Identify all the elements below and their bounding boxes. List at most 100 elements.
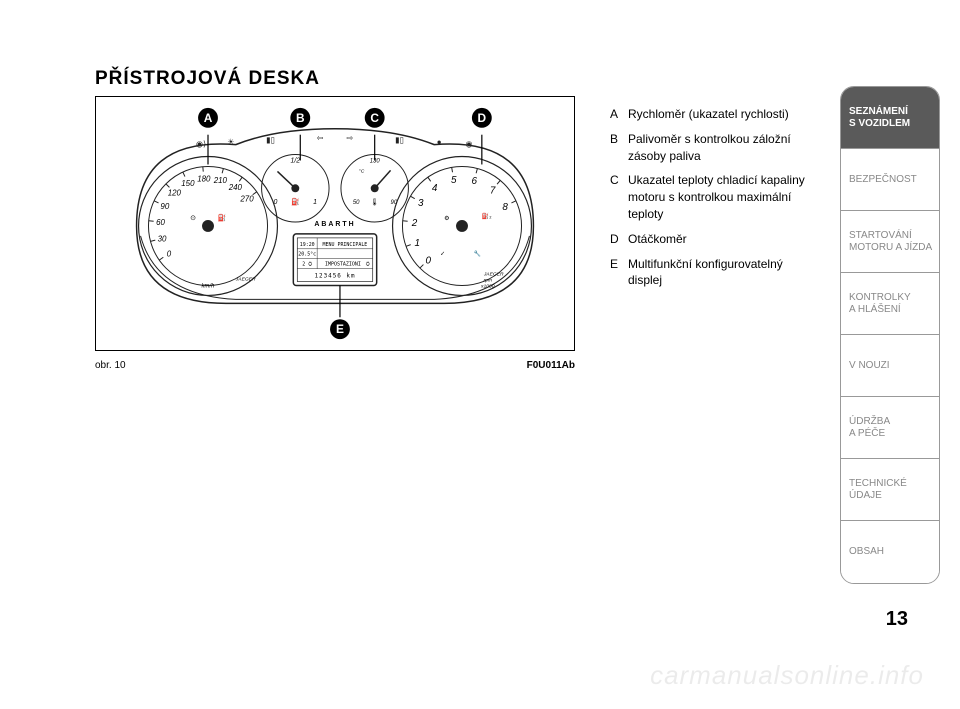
sidebar-tab-label: BEZPEČNOST bbox=[849, 174, 939, 186]
page-title: PŘÍSTROJOVÁ DESKA bbox=[95, 68, 320, 90]
sidebar-nav: SEZNÁMENÍS VOZIDLEM BEZPEČNOST STARTOVÁNÍM… bbox=[840, 86, 940, 584]
tacho-tick-label: 0 bbox=[426, 256, 432, 267]
dashboard-figure: ◉⟩ ☀ ▮▯ ⇦ ⇨ ▮▯ ● ◉ km/h JAEGER ⊙ ⛽ bbox=[95, 96, 575, 351]
page-number: 13 bbox=[886, 608, 908, 631]
display-icon: ⛭ bbox=[366, 262, 370, 268]
watermark: carmanualsonline.info bbox=[650, 660, 924, 691]
tacho-ticks: 01 234 5 6 78 bbox=[403, 167, 516, 268]
tacho-unit: rpm bbox=[484, 278, 493, 284]
tacho-brand: JAEGER bbox=[483, 272, 504, 278]
speedo-tick-label: 150 bbox=[181, 179, 195, 188]
description-item-letter: C bbox=[610, 172, 628, 222]
sidebar-tab[interactable]: KONTROLKYA HLÁŠENÍ bbox=[841, 273, 939, 335]
tacho-unit2: x1000 bbox=[480, 283, 495, 289]
description-item: EMultifunkční konfigurovatelný displej bbox=[610, 256, 810, 290]
temp-mark: 50 bbox=[353, 200, 360, 206]
fuel-gauge: 0 1/2 1 ⛽ bbox=[262, 155, 329, 222]
tacho-tick-label: 6 bbox=[472, 176, 478, 187]
fuel-mark: 1/2 bbox=[290, 157, 300, 164]
callout-b: B bbox=[296, 111, 305, 125]
sidebar-tab-label: OBSAH bbox=[849, 546, 939, 558]
temp-gauge: 50 130 90 °C 🌡 bbox=[341, 155, 408, 222]
tacho-tick-label: 2 bbox=[411, 218, 418, 229]
speedo-tick-label: 270 bbox=[239, 195, 254, 204]
description-item-text: Rychloměr (ukazatel rychlosti) bbox=[628, 106, 810, 123]
sidebar-tab[interactable]: STARTOVÁNÍMOTORU A JÍZDA bbox=[841, 211, 939, 273]
svg-text:☀: ☀ bbox=[227, 138, 234, 147]
speedo-tick-label: 30 bbox=[158, 234, 167, 243]
sidebar-tab[interactable]: OBSAH bbox=[841, 521, 939, 583]
sidebar-tab-label: A PÉČE bbox=[849, 428, 939, 440]
description-item: ARychloměr (ukazatel rychlosti) bbox=[610, 106, 810, 123]
fuel-mark: 0 bbox=[273, 199, 277, 206]
svg-text:◉⟩: ◉⟩ bbox=[196, 140, 206, 149]
speedo-tick-label: 240 bbox=[228, 183, 243, 192]
sidebar-tab-label: TECHNICKÉ bbox=[849, 478, 939, 490]
tacho-tick-label: 1 bbox=[414, 238, 420, 249]
figure-caption-right: F0U011Ab bbox=[527, 360, 575, 371]
callout-c: C bbox=[370, 111, 379, 125]
multifunction-display: 19:20 20.5°c 2 ⛭ MENU PRINCIPALE IMPOSTA… bbox=[293, 234, 376, 286]
figure-container: ◉⟩ ☀ ▮▯ ⇦ ⇨ ▮▯ ● ◉ km/h JAEGER ⊙ ⛽ bbox=[95, 96, 575, 371]
sidebar-tab[interactable]: TECHNICKÉÚDAJE bbox=[841, 459, 939, 521]
svg-text:●: ● bbox=[437, 138, 442, 147]
description-list: ARychloměr (ukazatel rychlosti)BPalivomě… bbox=[610, 106, 810, 297]
speedo-tick-label: 0 bbox=[167, 249, 172, 258]
description-item-text: Otáčkoměr bbox=[628, 231, 810, 248]
sidebar-tab[interactable]: ÚDRŽBAA PÉČE bbox=[841, 397, 939, 459]
figure-caption-left: obr. 10 bbox=[95, 360, 126, 371]
tacho-tick-label: 8 bbox=[502, 202, 508, 213]
tacho-tick-label: 5 bbox=[451, 175, 457, 186]
description-item: DOtáčkoměr bbox=[610, 231, 810, 248]
temp-unit: °C bbox=[359, 168, 365, 174]
speedo-icon: ⊙ bbox=[190, 215, 196, 222]
sidebar-tab-label: STARTOVÁNÍ bbox=[849, 230, 939, 242]
speedo-brand: JAEGER bbox=[235, 277, 256, 283]
speedo-unit: km/h bbox=[202, 283, 216, 289]
display-line: IMPOSTAZIONI bbox=[325, 262, 361, 268]
temp-icon: 🌡 bbox=[370, 198, 379, 206]
dashboard-illustration: ◉⟩ ☀ ▮▯ ⇦ ⇨ ▮▯ ● ◉ km/h JAEGER ⊙ ⛽ bbox=[96, 97, 574, 350]
tacho-icon: ✓ bbox=[440, 252, 445, 258]
display-temp: 20.5°c bbox=[298, 252, 316, 258]
speedo-tick-label: 90 bbox=[160, 202, 169, 211]
callout-e: E bbox=[336, 322, 344, 336]
warning-icon-strip: ◉⟩ ☀ ▮▯ ⇦ ⇨ ▮▯ ● ◉ bbox=[196, 134, 472, 149]
sidebar-tab-label: KONTROLKY bbox=[849, 292, 939, 304]
description-item-text: Multifunkční konfigurovatelný displej bbox=[628, 256, 810, 290]
svg-text:◉: ◉ bbox=[465, 140, 472, 149]
svg-text:⇦: ⇦ bbox=[317, 134, 324, 143]
sidebar-tab[interactable]: V NOUZI bbox=[841, 335, 939, 397]
sidebar-tab-label: ÚDAJE bbox=[849, 490, 939, 502]
svg-text:▮▯: ▮▯ bbox=[266, 136, 275, 145]
speedo-tick-label: 120 bbox=[168, 188, 182, 197]
sidebar-tab-label: S VOZIDLEM bbox=[849, 118, 939, 130]
description-item-text: Ukazatel teploty chladicí kapaliny motor… bbox=[628, 172, 810, 222]
tacho-tick-label: 3 bbox=[418, 198, 424, 209]
sidebar-tab-label: SEZNÁMENÍ bbox=[849, 106, 939, 118]
sidebar-tab[interactable]: SEZNÁMENÍS VOZIDLEM bbox=[841, 87, 939, 149]
tacho-icon: ⛽₂ bbox=[482, 212, 492, 220]
tacho-tick-label: 7 bbox=[490, 185, 496, 196]
speedo-ticks: 0306090120150180210240270 bbox=[149, 167, 257, 260]
speedo-icon: ⛽ bbox=[218, 213, 227, 222]
sidebar-tab-label: A HLÁŠENÍ bbox=[849, 304, 939, 316]
tacho-tick-label: 4 bbox=[432, 183, 438, 194]
fuel-icon: ⛽ bbox=[291, 197, 300, 206]
svg-text:⇨: ⇨ bbox=[347, 134, 354, 143]
callout-d: D bbox=[478, 111, 487, 125]
sidebar-tab-label: ÚDRŽBA bbox=[849, 416, 939, 428]
sidebar-tab-label: V NOUZI bbox=[849, 360, 939, 372]
tacho-icon: 🔧 bbox=[474, 250, 481, 258]
description-item-letter: A bbox=[610, 106, 628, 123]
speedo-tick-label: 210 bbox=[213, 176, 228, 185]
description-item-text: Palivoměr s kontrolkou záložní zásoby pa… bbox=[628, 131, 810, 165]
display-gear: 2 ⛭ bbox=[302, 262, 312, 268]
description-item: CUkazatel teploty chladicí kapaliny moto… bbox=[610, 172, 810, 222]
display-line: MENU PRINCIPALE bbox=[323, 242, 368, 248]
description-item-letter: B bbox=[610, 131, 628, 165]
display-time: 19:20 bbox=[300, 242, 315, 248]
brand-label: ABARTH bbox=[314, 221, 355, 228]
speedo-tick-label: 60 bbox=[156, 218, 165, 227]
sidebar-tab[interactable]: BEZPEČNOST bbox=[841, 149, 939, 211]
